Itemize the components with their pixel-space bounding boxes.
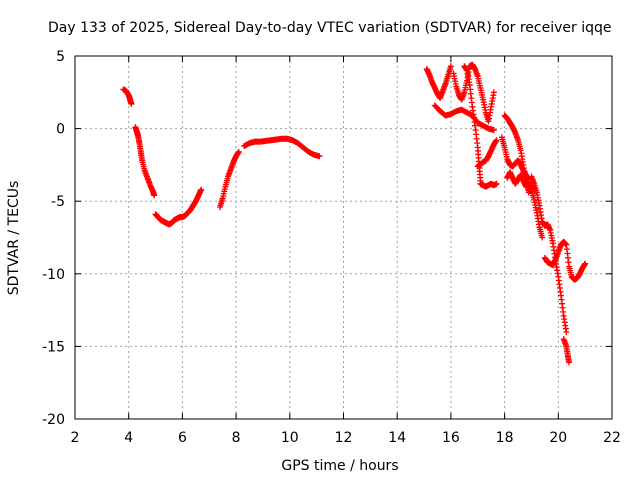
y-tick-label: -10 [42,267,65,283]
series-arc6 [423,63,454,102]
chart-title: Day 133 of 2025, Sidereal Day-to-day VTE… [48,20,612,36]
x-axis-label: GPS time / hours [281,458,398,474]
y-tick-label: 5 [56,49,65,65]
x-tick-label: 4 [124,430,133,446]
series-arc16 [541,238,589,283]
series-arc15 [528,173,570,335]
data-point [582,260,589,267]
series-arc10 [477,180,500,190]
y-tick-labels: 5 0 -5 -10 -15 -20 [42,49,65,428]
series-arc14 [504,169,546,241]
data-point [563,328,570,335]
x-tick-label: 22 [603,430,621,446]
series-arc1 [120,86,135,107]
series-arc4 [216,148,242,211]
grid-lines [75,56,612,419]
data-point [316,153,323,160]
series-arc3 [152,186,205,228]
data-point [235,148,242,155]
series-arc5 [241,135,323,160]
x-tick-labels: 2 4 6 8 10 12 14 16 18 20 22 [71,430,621,446]
x-tick-label: 2 [71,430,80,446]
data-point [493,180,500,187]
y-tick-label: -15 [42,339,65,355]
x-tick-label: 16 [442,430,460,446]
data-points [120,61,589,366]
x-tick-label: 20 [549,430,567,446]
y-tick-label: -5 [51,194,65,210]
data-point [198,186,205,193]
y-axis-label: SDTVAR / TECUs [6,181,22,296]
x-tick-label: 12 [335,430,353,446]
x-tick-label: 14 [388,430,406,446]
x-tick-label: 6 [178,430,187,446]
data-point [128,100,135,107]
x-tick-label: 8 [232,430,241,446]
series-arc11 [474,137,500,170]
axis-ticks [74,55,613,420]
x-tick-label: 18 [496,430,514,446]
data-point [493,137,500,144]
data-point [490,89,497,96]
series-arc17 [560,336,573,366]
data-point [566,359,573,366]
data-point [490,127,497,134]
y-tick-label: -20 [42,412,65,428]
data-point [151,192,158,199]
data-point [447,63,454,70]
x-tick-label: 10 [281,430,299,446]
series-arc12 [498,134,532,183]
data-point [539,234,546,241]
series-arc2 [132,124,158,199]
y-tick-label: 0 [56,122,65,138]
